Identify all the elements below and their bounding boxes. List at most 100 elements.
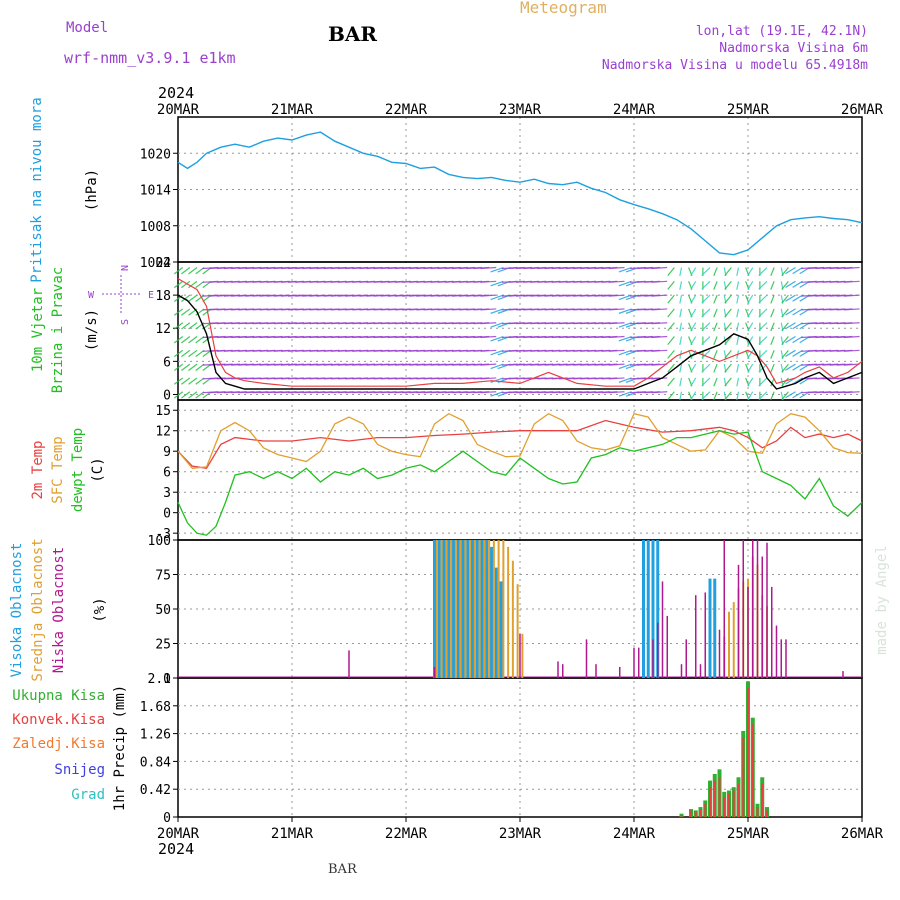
wind-arrow xyxy=(701,336,711,345)
wind-arrow xyxy=(667,294,675,304)
cloud-mid-label: Srednja Oblacnost xyxy=(30,538,46,681)
x-tick-label-bottom: 25MAR xyxy=(727,826,770,842)
wind-arrow xyxy=(651,280,668,283)
wind-arrow xyxy=(618,308,632,314)
wind-arrow xyxy=(713,322,718,332)
cloud-bar xyxy=(440,540,443,678)
wind-arrow xyxy=(690,294,697,304)
cloud-bar xyxy=(718,629,721,678)
cloud-bar xyxy=(497,540,500,678)
x-tick-label-bottom: 24MAR xyxy=(613,826,656,842)
cloud-bar xyxy=(452,540,455,678)
pressure-ytick-label: 1014 xyxy=(140,184,171,199)
cloud-bar xyxy=(478,540,481,678)
x-tick-label-top: 26MAR xyxy=(841,102,884,118)
wind-arrow xyxy=(843,308,860,311)
wind-arrow xyxy=(480,349,497,352)
cloud-bar xyxy=(516,584,519,678)
wind-arrow xyxy=(188,377,198,385)
cloud-bar xyxy=(761,556,763,678)
wind-arrow xyxy=(188,267,198,275)
wind-arrow xyxy=(490,308,504,314)
precip-legend-3: Snijeg xyxy=(54,762,105,778)
wind-arrow xyxy=(173,336,184,344)
wind-arrow xyxy=(480,377,497,380)
precip-bar xyxy=(699,809,702,817)
precipitation-ytick-label: 2.1 xyxy=(148,672,171,687)
wind-arrow xyxy=(480,335,497,339)
wind-arrow xyxy=(480,363,497,366)
wind-arrow xyxy=(173,349,184,358)
wind-arrow xyxy=(724,280,732,290)
wind-arrow xyxy=(843,349,860,352)
wind-arrow xyxy=(747,281,754,290)
wind-arrow xyxy=(736,364,740,373)
wind-arrow xyxy=(792,336,803,344)
x-tick-label-bottom: 23MAR xyxy=(499,826,542,842)
cloud-bar xyxy=(747,586,749,678)
x-tick-label-top: 25MAR xyxy=(727,102,770,118)
wind-arrow xyxy=(690,322,697,332)
wind-arrow xyxy=(679,267,683,277)
temperature-ytick-label: 12 xyxy=(155,425,171,440)
compass-n: N xyxy=(120,265,131,271)
wind-arrow xyxy=(679,295,683,304)
wind-arrow xyxy=(618,294,632,301)
wind-arrow xyxy=(651,322,668,325)
precip-legend-1: Konvek.Kisa xyxy=(12,712,105,728)
wind-arrow xyxy=(651,308,668,311)
wind-arrow xyxy=(758,336,768,345)
wind-arrow xyxy=(618,280,632,287)
wind-arrow xyxy=(618,391,632,397)
precip-bar xyxy=(761,783,764,817)
wind-arrow xyxy=(770,336,775,346)
wind-arrow xyxy=(785,280,796,288)
temperature-series-line xyxy=(177,430,863,536)
wind-arrow xyxy=(181,377,191,385)
wind-arrow xyxy=(490,391,504,397)
wind-arrow xyxy=(667,280,675,290)
wind-arrow xyxy=(713,336,718,346)
cloud-bar xyxy=(713,578,717,678)
cloud-bar xyxy=(651,540,655,678)
x-tick-label-bottom: 20MAR xyxy=(157,826,200,842)
cloud-bar xyxy=(464,540,467,678)
wind-arrow xyxy=(843,280,860,283)
wind-arrow xyxy=(781,377,789,387)
wind-arrow xyxy=(608,294,625,297)
cloud-high-label: Visoka Oblacnost xyxy=(9,543,25,678)
x-tick-label-top: 21MAR xyxy=(271,102,314,118)
wind-arrow xyxy=(736,308,740,318)
cloud-bar xyxy=(633,647,635,678)
precip-bar xyxy=(751,724,754,817)
cloud-bar xyxy=(699,664,702,678)
cloud-bar xyxy=(742,540,744,678)
precip-bar xyxy=(709,787,711,817)
cloud-bar xyxy=(521,633,524,678)
wind-arrow xyxy=(188,349,198,358)
wind-ytick-label: 24 xyxy=(155,256,171,271)
credit-label: made by Angel xyxy=(874,545,890,655)
temp-dewpt-label: dewpt Temp xyxy=(70,428,86,512)
wind-arrow xyxy=(679,364,683,373)
cloud-bar xyxy=(435,540,438,678)
pressure-ytick-label: 1008 xyxy=(140,220,171,235)
wind-arrow xyxy=(490,335,504,342)
cloud-bar xyxy=(483,540,486,678)
precip-bar xyxy=(756,807,759,817)
wind-arrow xyxy=(770,308,775,318)
compass-s: S xyxy=(120,319,131,325)
wind-arrow xyxy=(480,294,497,297)
wind-arrow xyxy=(736,377,740,387)
wind-arrow xyxy=(188,391,198,399)
wind-arrow xyxy=(651,363,668,366)
x-tick-label-top: 24MAR xyxy=(613,102,656,118)
cloud-bar xyxy=(708,578,712,678)
pressure-ytick-label: 1020 xyxy=(140,147,171,162)
precip-bar xyxy=(690,810,692,817)
precip-legend-4: Grad xyxy=(71,787,105,803)
pressure-label: Pritisak na nivou mora xyxy=(29,97,45,282)
wind-arrow xyxy=(736,391,740,401)
wind-arrow xyxy=(781,363,789,373)
clouds-ytick-label: 50 xyxy=(155,603,171,618)
